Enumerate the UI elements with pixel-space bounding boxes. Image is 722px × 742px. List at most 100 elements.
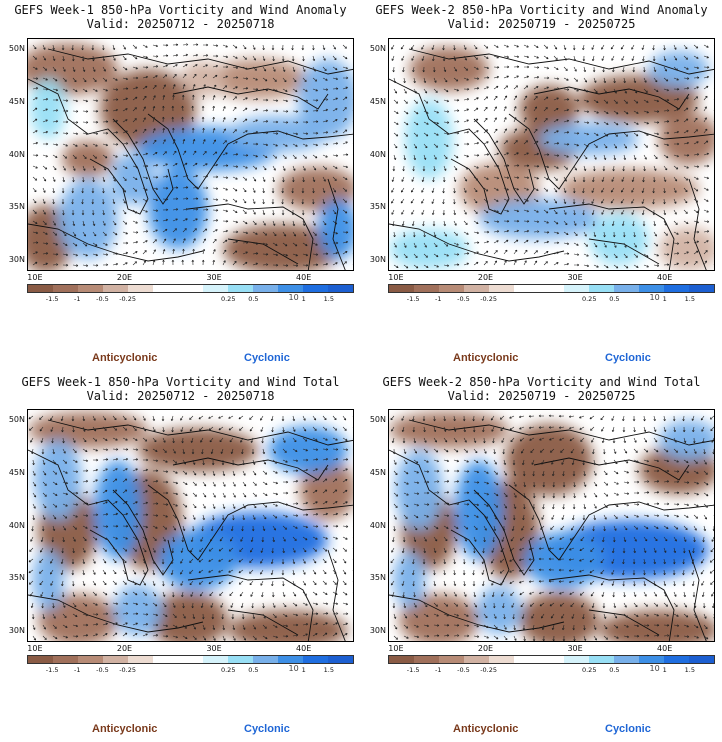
wind-arrow [663, 143, 670, 147]
wind-arrow [291, 55, 295, 62]
wind-arrow [611, 176, 615, 182]
coastline [172, 86, 329, 110]
wind-arrow [42, 481, 47, 486]
wind-arrow [663, 198, 666, 205]
wind-arrow [613, 143, 617, 149]
wind-arrow [623, 525, 628, 531]
wind-arrow [52, 88, 59, 92]
wind-arrow [52, 252, 59, 256]
wind-arrow [312, 253, 319, 256]
wind-arrow [142, 230, 149, 233]
wind-arrow [613, 253, 618, 259]
wind-arrow [412, 569, 415, 576]
wind-arrow [82, 66, 86, 72]
wind-arrow [672, 558, 676, 565]
wind-arrow [192, 150, 197, 156]
wind-arrow [592, 220, 596, 227]
wind-arrow [342, 612, 349, 616]
wind-arrow [603, 88, 607, 94]
colorbar-swatch [389, 656, 414, 663]
wind-arrow [191, 449, 195, 455]
wind-arrow [442, 198, 445, 205]
wind-arrow [591, 209, 595, 216]
wind-arrow [332, 231, 338, 235]
wind-arrow [282, 154, 287, 159]
wind-arrow [713, 515, 714, 519]
wind-arrow [500, 580, 505, 585]
wind-arrow [533, 260, 538, 266]
wind-arrow [551, 624, 555, 631]
wind-arrow [352, 242, 353, 243]
wind-arrow [52, 77, 58, 82]
wind-arrow [533, 44, 539, 48]
wind-arrow [713, 231, 714, 232]
wind-arrow [262, 131, 269, 135]
wind-arrow [242, 118, 248, 123]
wind-arrow [580, 536, 585, 542]
wind-arrow [633, 591, 637, 597]
wind-arrow [212, 229, 218, 233]
wind-arrow [453, 634, 460, 637]
wind-arrow [132, 547, 137, 552]
wind-arrow [600, 569, 605, 575]
wind-arrow [162, 536, 166, 542]
wind-arrow [92, 580, 96, 586]
wind-arrow [112, 220, 117, 226]
wind-arrow [653, 569, 656, 576]
wind-arrow [352, 427, 353, 428]
wind-arrow [102, 120, 109, 123]
wind-arrow [82, 99, 89, 103]
wind-arrow [692, 426, 695, 433]
wind-arrow [493, 55, 499, 59]
wind-arrow [513, 75, 519, 79]
wind-arrow [401, 220, 405, 227]
wind-arrow [198, 580, 204, 585]
wind-arrow [312, 88, 318, 92]
vorticity-region [223, 224, 343, 270]
colorbar-reference-vector-label: 10 [649, 293, 660, 302]
wind-arrow [569, 591, 575, 595]
wind-arrow [72, 536, 76, 542]
wind-arrow [238, 415, 244, 420]
wind-arrow [71, 55, 75, 62]
wind-arrow [503, 229, 510, 233]
wind-arrow [312, 44, 315, 51]
wind-arrow [573, 120, 580, 124]
wind-arrow [453, 242, 459, 246]
wind-arrow [82, 469, 89, 473]
wind-arrow [180, 415, 184, 421]
wind-arrow [112, 580, 117, 585]
wind-arrow [152, 459, 159, 462]
wind-arrow [483, 117, 488, 123]
wind-arrow [663, 109, 670, 112]
wind-arrow [513, 95, 517, 101]
wind-arrow [302, 479, 308, 483]
wind-arrow [32, 153, 39, 157]
wind-arrow [122, 612, 129, 615]
wind-arrow [272, 624, 278, 628]
wind-arrow [342, 240, 349, 244]
wind-arrow [483, 481, 489, 485]
wind-arrow [433, 121, 439, 125]
wind-arrow [453, 480, 460, 483]
wind-arrow [521, 525, 525, 531]
wind-arrow [162, 437, 166, 443]
wind-arrow [603, 503, 608, 508]
wind-arrow [352, 449, 353, 450]
wind-arrow [672, 569, 676, 576]
wind-arrow [62, 525, 66, 531]
wind-arrow [513, 106, 517, 112]
wind-arrow [553, 154, 560, 157]
wind-arrow [202, 481, 207, 487]
wind-arrow [703, 95, 708, 101]
wind-arrow [182, 186, 189, 189]
wind-arrow [32, 130, 38, 134]
wind-arrow [312, 489, 318, 494]
wind-arrow [52, 165, 57, 171]
wind-arrow [281, 187, 285, 194]
wind-arrow [182, 624, 187, 629]
wind-arrow [701, 426, 705, 432]
wind-arrow [272, 613, 277, 618]
wind-arrow [653, 602, 659, 607]
wind-arrow [52, 613, 56, 619]
